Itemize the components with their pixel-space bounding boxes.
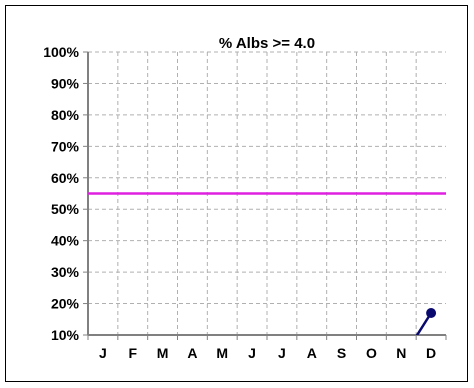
x-tick-label: O	[366, 345, 377, 361]
y-tick-label: 40%	[51, 233, 80, 249]
x-tick-label: N	[396, 345, 406, 361]
x-tick-label: J	[278, 345, 286, 361]
x-tick-label: S	[337, 345, 346, 361]
x-tick-label: M	[216, 345, 228, 361]
x-tick-label: A	[307, 345, 317, 361]
y-tick-label: 20%	[51, 296, 80, 312]
y-tick-label: 70%	[51, 138, 80, 154]
y-tick-label: 60%	[51, 170, 80, 186]
x-tick-label: M	[157, 345, 169, 361]
y-tick-label: 90%	[51, 75, 80, 91]
x-tick-label: J	[248, 345, 256, 361]
x-tick-label: F	[128, 345, 137, 361]
x-tick-label: J	[99, 345, 107, 361]
y-tick-label: 50%	[51, 201, 80, 217]
line-chart: % Albs >= 4.0 10% 20% 30% 40% 50% 60% 70% 80% 90…	[43, 35, 447, 361]
data-point	[426, 307, 437, 318]
x-tick-label: D	[426, 345, 436, 361]
y-tick-label: 30%	[51, 264, 80, 280]
chart-title: % Albs >= 4.0	[219, 35, 315, 52]
x-tick-label: A	[187, 345, 197, 361]
y-tick-label: 80%	[51, 107, 80, 123]
y-axis-ticks: 10% 20% 30% 40% 50% 60% 70% 80% 90% 100%	[43, 44, 79, 343]
series-group	[415, 307, 437, 335]
axes	[83, 51, 447, 340]
chart-frame: % Albs >= 4.0 10% 20% 30% 40% 50% 60% 70% 80% 90…	[5, 5, 468, 382]
y-tick-label: 10%	[51, 327, 80, 343]
series-line	[415, 312, 433, 335]
y-tick-label: 100%	[43, 44, 79, 60]
